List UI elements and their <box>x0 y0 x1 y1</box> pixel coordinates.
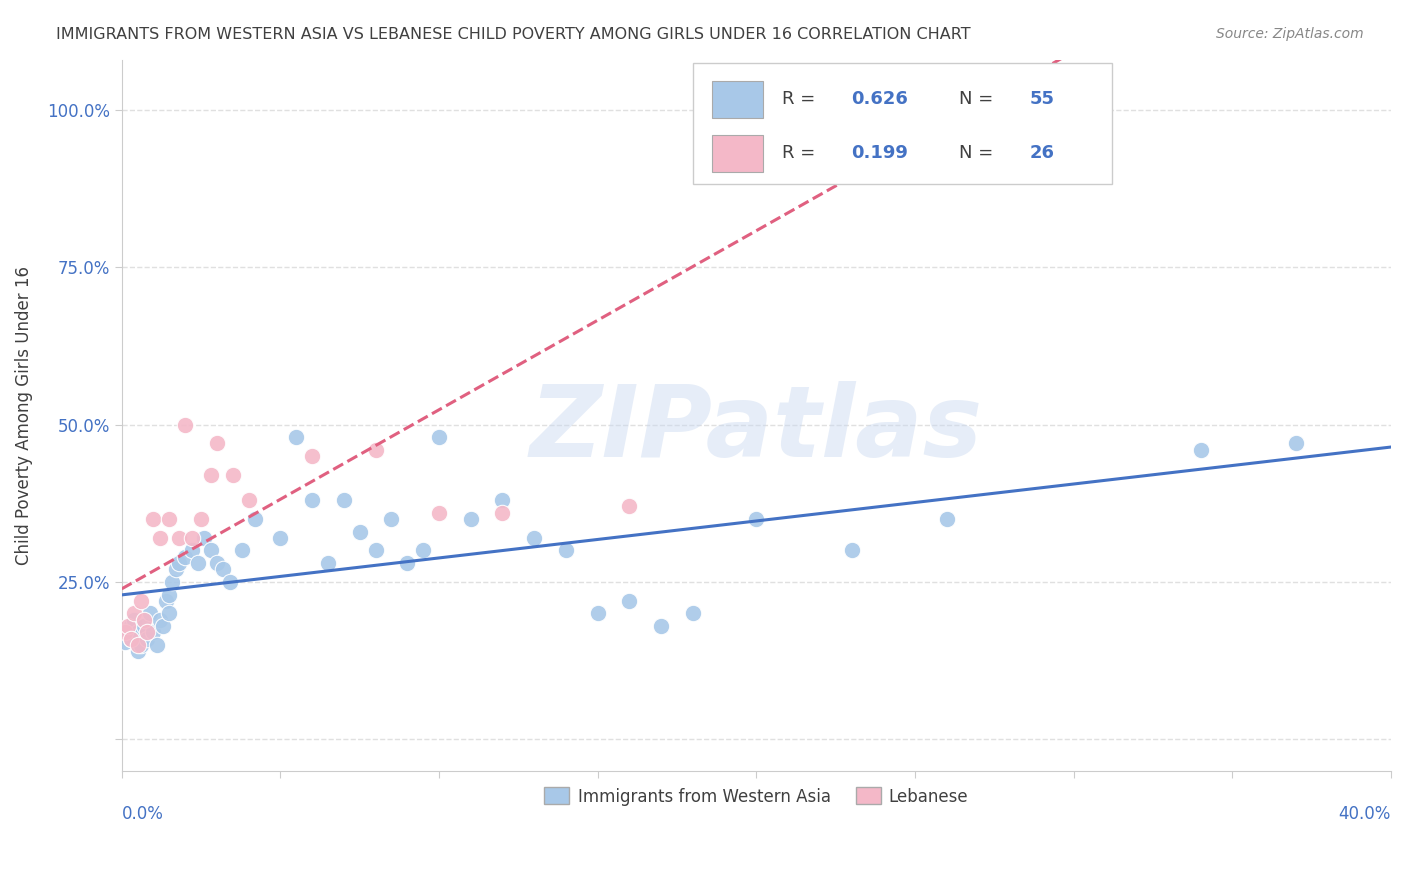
Point <box>491 506 513 520</box>
Point <box>152 619 174 633</box>
Point <box>697 121 720 136</box>
Point <box>167 556 190 570</box>
Point <box>285 430 308 444</box>
Point <box>222 467 245 482</box>
Point <box>157 607 180 621</box>
Point <box>187 556 209 570</box>
Point <box>650 619 672 633</box>
Point <box>364 543 387 558</box>
Point <box>316 556 339 570</box>
Text: 0.0%: 0.0% <box>122 805 163 823</box>
FancyBboxPatch shape <box>711 81 762 118</box>
Point <box>180 531 202 545</box>
Point <box>114 634 136 648</box>
Point <box>120 632 142 646</box>
Point <box>157 512 180 526</box>
Point <box>619 594 641 608</box>
Point <box>491 493 513 508</box>
Point <box>555 543 578 558</box>
Point <box>200 543 222 558</box>
Point <box>427 506 450 520</box>
Legend: Immigrants from Western Asia, Lebanese: Immigrants from Western Asia, Lebanese <box>537 780 976 813</box>
Point <box>243 512 266 526</box>
Point <box>155 594 177 608</box>
Text: 0.199: 0.199 <box>852 145 908 162</box>
Point <box>586 607 609 621</box>
Point <box>682 607 704 621</box>
Point <box>380 512 402 526</box>
Point <box>1285 436 1308 450</box>
Point <box>935 512 957 526</box>
Point <box>124 613 146 627</box>
Point <box>162 574 184 589</box>
Point <box>127 625 149 640</box>
Point <box>841 543 863 558</box>
Point <box>127 638 149 652</box>
Point <box>333 493 356 508</box>
Point <box>349 524 371 539</box>
Point <box>269 531 291 545</box>
FancyBboxPatch shape <box>711 135 762 172</box>
Point <box>193 531 215 545</box>
Point <box>1189 442 1212 457</box>
Point <box>238 493 260 508</box>
Point <box>139 607 162 621</box>
Point <box>174 417 197 432</box>
Point <box>117 619 139 633</box>
Point <box>205 556 228 570</box>
Point <box>205 436 228 450</box>
Text: R =: R = <box>782 145 821 162</box>
Point <box>132 613 155 627</box>
Point <box>396 556 419 570</box>
Point <box>190 512 212 526</box>
Point <box>200 467 222 482</box>
Text: ZIPatlas: ZIPatlas <box>530 381 983 478</box>
Point <box>427 430 450 444</box>
Point <box>127 644 149 658</box>
Point <box>120 619 142 633</box>
Point <box>167 531 190 545</box>
Point <box>180 543 202 558</box>
Text: 0.626: 0.626 <box>852 90 908 109</box>
Point <box>157 588 180 602</box>
Text: N =: N = <box>959 90 1000 109</box>
Point <box>523 531 546 545</box>
Point <box>136 632 159 646</box>
Point <box>231 543 253 558</box>
Point <box>124 607 146 621</box>
Text: IMMIGRANTS FROM WESTERN ASIA VS LEBANESE CHILD POVERTY AMONG GIRLS UNDER 16 CORR: IMMIGRANTS FROM WESTERN ASIA VS LEBANESE… <box>56 27 972 42</box>
Point <box>165 562 187 576</box>
Point <box>149 531 172 545</box>
Text: Source: ZipAtlas.com: Source: ZipAtlas.com <box>1216 27 1364 41</box>
Point <box>174 549 197 564</box>
Point <box>619 500 641 514</box>
Point <box>145 638 167 652</box>
Text: R =: R = <box>782 90 821 109</box>
Point <box>120 632 142 646</box>
FancyBboxPatch shape <box>693 63 1112 184</box>
Point <box>136 625 159 640</box>
Point <box>114 625 136 640</box>
Point <box>132 619 155 633</box>
Text: 40.0%: 40.0% <box>1339 805 1391 823</box>
Point <box>149 613 172 627</box>
Text: N =: N = <box>959 145 1000 162</box>
Point <box>745 512 768 526</box>
Point <box>412 543 434 558</box>
Point <box>301 449 323 463</box>
Point <box>713 115 735 129</box>
Point <box>301 493 323 508</box>
Point <box>117 625 139 640</box>
Point <box>129 638 152 652</box>
Point <box>142 512 165 526</box>
Point <box>364 442 387 457</box>
Point <box>142 625 165 640</box>
Point <box>460 512 482 526</box>
Point <box>218 574 240 589</box>
Text: 55: 55 <box>1029 90 1054 109</box>
Point <box>212 562 235 576</box>
Y-axis label: Child Poverty Among Girls Under 16: Child Poverty Among Girls Under 16 <box>15 266 32 565</box>
Text: 26: 26 <box>1029 145 1054 162</box>
Point <box>129 594 152 608</box>
